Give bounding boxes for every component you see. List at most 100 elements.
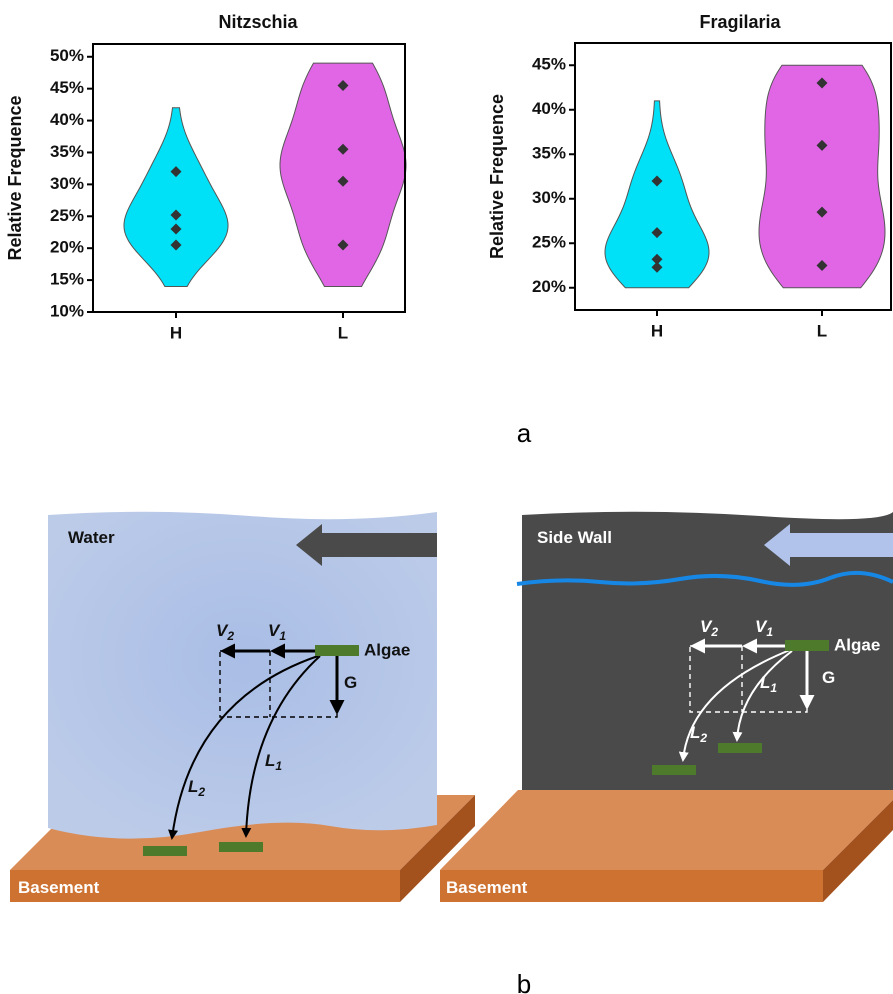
v1-label: V1 <box>268 621 286 643</box>
algae <box>143 846 187 856</box>
y-tick-label: 15% <box>50 270 84 289</box>
subscript: 2 <box>699 731 707 745</box>
y-tick-label: 25% <box>50 206 84 225</box>
data-point <box>816 77 828 89</box>
diagram-side-wall: Side Wall Algae G V1 V2 L1 L2 Basement <box>440 511 893 902</box>
v2-label: V2 <box>216 621 234 643</box>
basement-front <box>10 870 400 902</box>
y-tick-label: 25% <box>532 233 566 252</box>
data-point <box>337 79 349 91</box>
l2-path <box>168 655 319 840</box>
l1-label: L1 <box>265 751 282 773</box>
algae <box>652 765 696 775</box>
violin <box>604 100 710 289</box>
subscript: 2 <box>197 785 205 799</box>
symbol: V <box>216 621 229 640</box>
symbol: V <box>700 617 713 636</box>
y-tick-label: 40% <box>532 99 566 118</box>
data-point <box>651 227 663 239</box>
algae-label: Algae <box>364 640 410 659</box>
subscript: 2 <box>226 629 234 643</box>
y-tick-label: 30% <box>532 188 566 207</box>
x-tick-label: H <box>170 323 182 342</box>
y-tick-label: 35% <box>532 144 566 163</box>
x-tick-label: H <box>651 321 663 340</box>
y-tick-label: 10% <box>50 301 84 320</box>
y-axis-label: Relative Frequence <box>487 94 507 259</box>
l2-label: L2 <box>690 723 707 745</box>
y-tick-label: 40% <box>50 110 84 129</box>
data-point <box>337 239 349 251</box>
symbol: L <box>188 777 198 796</box>
data-point <box>816 139 828 151</box>
symbol: V <box>755 617 768 636</box>
algae <box>718 743 762 753</box>
x-tick-label: L <box>817 321 827 340</box>
symbol: V <box>268 621 281 640</box>
l1-path <box>241 655 321 838</box>
flow-arrow <box>764 524 893 566</box>
x-tick-label: L <box>338 323 348 342</box>
symbol: L <box>760 673 770 692</box>
basement-side <box>823 800 893 902</box>
l1-path <box>732 650 793 742</box>
water-line <box>516 570 893 587</box>
data-point <box>651 261 663 273</box>
data-point <box>816 206 828 218</box>
data-point <box>170 209 182 221</box>
basement-side <box>400 795 475 902</box>
diagram-water: Water Algae G V1 V2 L1 L2 Basement <box>10 511 475 902</box>
algae <box>315 645 359 656</box>
subscript: 1 <box>770 681 777 695</box>
panel-label: a <box>517 418 532 448</box>
y-tick-label: 20% <box>532 277 566 296</box>
y-tick-label: 35% <box>50 142 84 161</box>
flow-arrow <box>296 524 437 566</box>
violin <box>123 107 229 287</box>
plot-frame <box>92 43 406 313</box>
data-point <box>337 143 349 155</box>
l1-label: L1 <box>760 673 777 695</box>
symbol: L <box>265 751 275 770</box>
data-point <box>170 166 182 178</box>
basement-front <box>440 870 823 902</box>
basement-top <box>440 790 893 870</box>
basement-label: Basement <box>446 878 528 897</box>
subscript: 2 <box>710 625 718 639</box>
g-label: G <box>822 668 835 687</box>
basement-label: Basement <box>18 878 100 897</box>
charts: Nitzschia Relative Frequence 10% 15% 20% 25% 3… <box>5 12 892 342</box>
panel-label: b <box>517 969 531 994</box>
data-point <box>651 253 663 265</box>
data-point <box>170 223 182 235</box>
violin <box>279 62 407 287</box>
data-point <box>651 175 663 187</box>
medium-label: Water <box>68 528 115 547</box>
g-label: G <box>344 673 357 692</box>
v2-label: V2 <box>700 617 718 639</box>
y-tick-label: 45% <box>50 78 84 97</box>
data-point <box>337 175 349 187</box>
algae <box>785 640 829 651</box>
algae-label: Algae <box>834 635 880 654</box>
subscript: 1 <box>766 625 773 639</box>
subscript: 1 <box>279 629 286 643</box>
subscript: 1 <box>275 759 282 773</box>
v1-label: V1 <box>755 617 773 639</box>
y-tick-label: 50% <box>50 46 84 65</box>
data-point <box>170 239 182 251</box>
medium-label: Side Wall <box>537 528 612 547</box>
chart-title: Nitzschia <box>218 12 298 32</box>
chart-title: Fragilaria <box>699 12 781 32</box>
y-tick-label: 45% <box>532 55 566 74</box>
y-axis-label: Relative Frequence <box>5 95 25 260</box>
symbol: L <box>690 723 700 742</box>
violin <box>758 64 886 289</box>
l2-label: L2 <box>188 777 205 799</box>
l2-path <box>678 649 791 762</box>
water <box>48 511 437 839</box>
algae <box>219 842 263 852</box>
y-tick-label: 30% <box>50 174 84 193</box>
data-point <box>816 260 828 271</box>
